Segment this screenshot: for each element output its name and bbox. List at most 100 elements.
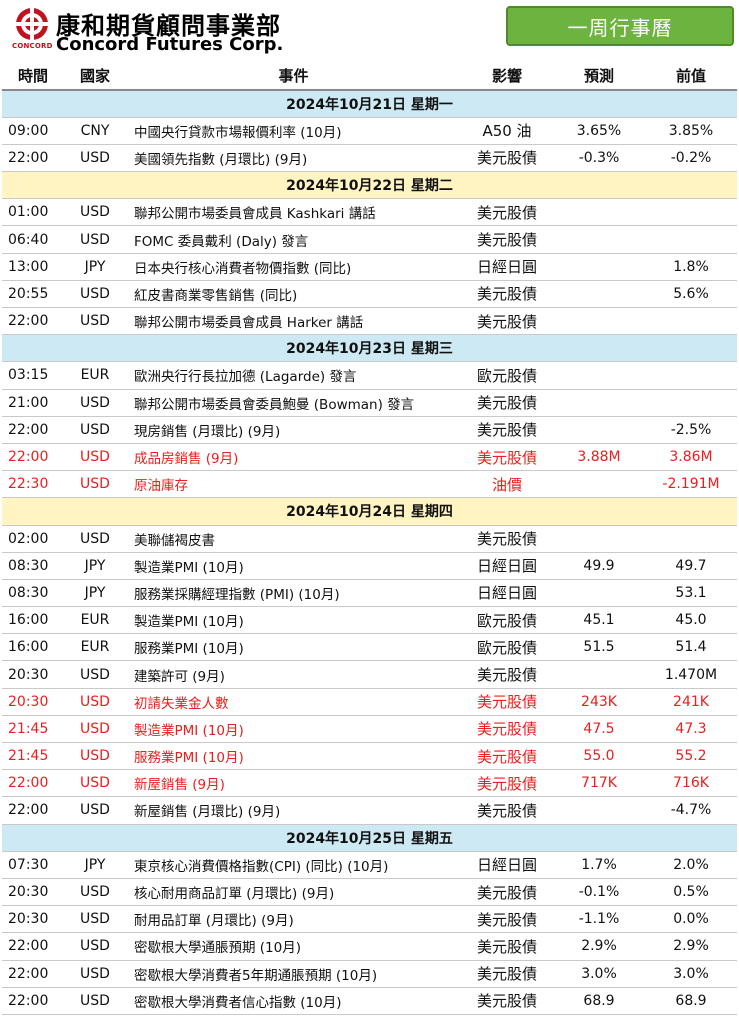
- event-row: 22:00 USD 新屋銷售 (9月) 美元股債 717K 716K: [2, 769, 737, 798]
- event-name: 新屋銷售 (月環比) (9月): [126, 796, 461, 825]
- event-previous: 68.9: [645, 987, 737, 1015]
- event-country: JPY: [64, 579, 126, 608]
- event-country: JPY: [64, 851, 126, 879]
- event-name: 現房銷售 (月環比) (9月): [126, 416, 461, 444]
- event-time: 22:00: [2, 932, 64, 961]
- event-country: USD: [64, 769, 126, 798]
- event-forecast: [553, 225, 645, 254]
- event-name: 中國央行貸款市場報價利率 (10月): [126, 117, 461, 145]
- event-impact: 美元股債: [461, 796, 553, 825]
- event-previous: 5.6%: [645, 280, 737, 309]
- event-row: 20:55 USD 紅皮書商業零售銷售 (同比) 美元股債 5.6%: [2, 280, 737, 309]
- event-previous: 3.85%: [645, 117, 737, 145]
- event-impact: 美元股債: [461, 280, 553, 309]
- event-impact: 美元股債: [461, 905, 553, 934]
- event-name: 日本央行核心消費者物價指數 (同比): [126, 253, 461, 281]
- event-time: 22:00: [2, 307, 64, 336]
- event-previous: 1.8%: [645, 253, 737, 281]
- event-country: JPY: [64, 552, 126, 580]
- event-time: 22:00: [2, 987, 64, 1015]
- event-name: FOMC 委員戴利 (Daly) 發言: [126, 225, 461, 254]
- event-forecast: [553, 389, 645, 417]
- event-country: USD: [64, 225, 126, 254]
- event-time: 20:30: [2, 905, 64, 934]
- event-time: 21:00: [2, 389, 64, 417]
- event-previous: [645, 307, 737, 336]
- event-name: 耐用品訂單 (月環比) (9月): [126, 905, 461, 934]
- date-label: 2024年10月23日 星期三: [2, 334, 737, 363]
- event-time: 07:30: [2, 851, 64, 879]
- event-impact: 美元股債: [461, 443, 553, 472]
- event-previous: 2.9%: [645, 932, 737, 961]
- event-impact: 日經日圓: [461, 851, 553, 879]
- event-forecast: [553, 525, 645, 553]
- event-time: 21:45: [2, 715, 64, 744]
- column-header-country: 國家: [64, 62, 126, 91]
- date-row: 2024年10月21日 星期一: [2, 90, 737, 118]
- event-time: 22:30: [2, 470, 64, 499]
- event-name: 初請失業金人數: [126, 688, 461, 716]
- event-previous: [645, 361, 737, 390]
- event-row: 22:00 USD 密歇根大學消費者信心指數 (10月) 美元股債 68.9 68.9: [2, 987, 737, 1015]
- event-forecast: [553, 579, 645, 608]
- event-time: 22:00: [2, 769, 64, 798]
- event-time: 20:30: [2, 688, 64, 716]
- event-name: 紅皮書商業零售銷售 (同比): [126, 280, 461, 309]
- event-time: 22:00: [2, 144, 64, 173]
- event-row: 21:45 USD 製造業PMI (10月) 美元股債 47.5 47.3: [2, 715, 737, 744]
- event-row: 08:30 JPY 服務業採購經理指數 (PMI) (10月) 日經日圓 53.1: [2, 579, 737, 608]
- event-impact: 美元股債: [461, 225, 553, 254]
- event-forecast: [553, 470, 645, 499]
- event-country: USD: [64, 905, 126, 934]
- date-label: 2024年10月21日 星期一: [2, 90, 737, 118]
- event-country: EUR: [64, 606, 126, 635]
- event-name: 核心耐用商品訂單 (月環比) (9月): [126, 878, 461, 907]
- event-forecast: [553, 198, 645, 227]
- event-impact: 美元股債: [461, 987, 553, 1015]
- event-row: 08:30 JPY 製造業PMI (10月) 日經日圓 49.9 49.7: [2, 552, 737, 580]
- event-row: 01:00 USD 聯邦公開市場委員會成員 Kashkari 講話 美元股債: [2, 198, 737, 227]
- column-header-event: 事件: [126, 62, 461, 91]
- event-time: 16:00: [2, 633, 64, 662]
- event-time: 20:55: [2, 280, 64, 309]
- event-row: 20:30 USD 耐用品訂單 (月環比) (9月) 美元股債 -1.1% 0.0%: [2, 905, 737, 934]
- event-time: 21:45: [2, 742, 64, 771]
- event-country: USD: [64, 960, 126, 988]
- event-row: 02:00 USD 美聯儲褐皮書 美元股債: [2, 525, 737, 553]
- event-name: 製造業PMI (10月): [126, 715, 461, 744]
- event-country: USD: [64, 932, 126, 961]
- event-name: 美國領先指數 (月環比) (9月): [126, 144, 461, 173]
- event-forecast: [553, 361, 645, 390]
- event-impact: 美元股債: [461, 307, 553, 336]
- event-time: 06:40: [2, 225, 64, 254]
- event-name: 服務業PMI (10月): [126, 742, 461, 771]
- column-header-time: 時間: [2, 62, 64, 91]
- event-time: 08:30: [2, 552, 64, 580]
- event-impact: 美元股債: [461, 932, 553, 961]
- event-previous: 2.0%: [645, 851, 737, 879]
- event-country: USD: [64, 144, 126, 173]
- event-country: USD: [64, 742, 126, 771]
- event-impact: 美元股債: [461, 416, 553, 444]
- event-time: 22:00: [2, 960, 64, 988]
- event-impact: A50 油: [461, 117, 553, 145]
- event-name: 東京核心消費價格指數(CPI) (同比) (10月): [126, 851, 461, 879]
- event-name: 新屋銷售 (9月): [126, 769, 461, 798]
- event-country: USD: [64, 416, 126, 444]
- event-name: 原油庫存: [126, 470, 461, 499]
- event-time: 20:30: [2, 878, 64, 907]
- event-impact: 美元股債: [461, 660, 553, 689]
- event-row: 21:45 USD 服務業PMI (10月) 美元股債 55.0 55.2: [2, 742, 737, 771]
- event-forecast: [553, 796, 645, 825]
- event-previous: 241K: [645, 688, 737, 716]
- event-time: 02:00: [2, 525, 64, 553]
- event-row: 13:00 JPY 日本央行核心消費者物價指數 (同比) 日經日圓 1.8%: [2, 253, 737, 281]
- event-forecast: 45.1: [553, 606, 645, 635]
- event-name: 服務業PMI (10月): [126, 633, 461, 662]
- event-forecast: 243K: [553, 688, 645, 716]
- economic-calendar-table: 時間 國家 事件 影響 預測 前值 2024年10月21日 星期一 09:00 CN…: [2, 62, 737, 1015]
- event-row: 09:00 CNY 中國央行貸款市場報價利率 (10月) A50 油 3.65% 3.85…: [2, 117, 737, 145]
- event-previous: [645, 225, 737, 254]
- event-name: 歐洲央行行長拉加德 (Lagarde) 發言: [126, 361, 461, 390]
- event-previous: -2.5%: [645, 416, 737, 444]
